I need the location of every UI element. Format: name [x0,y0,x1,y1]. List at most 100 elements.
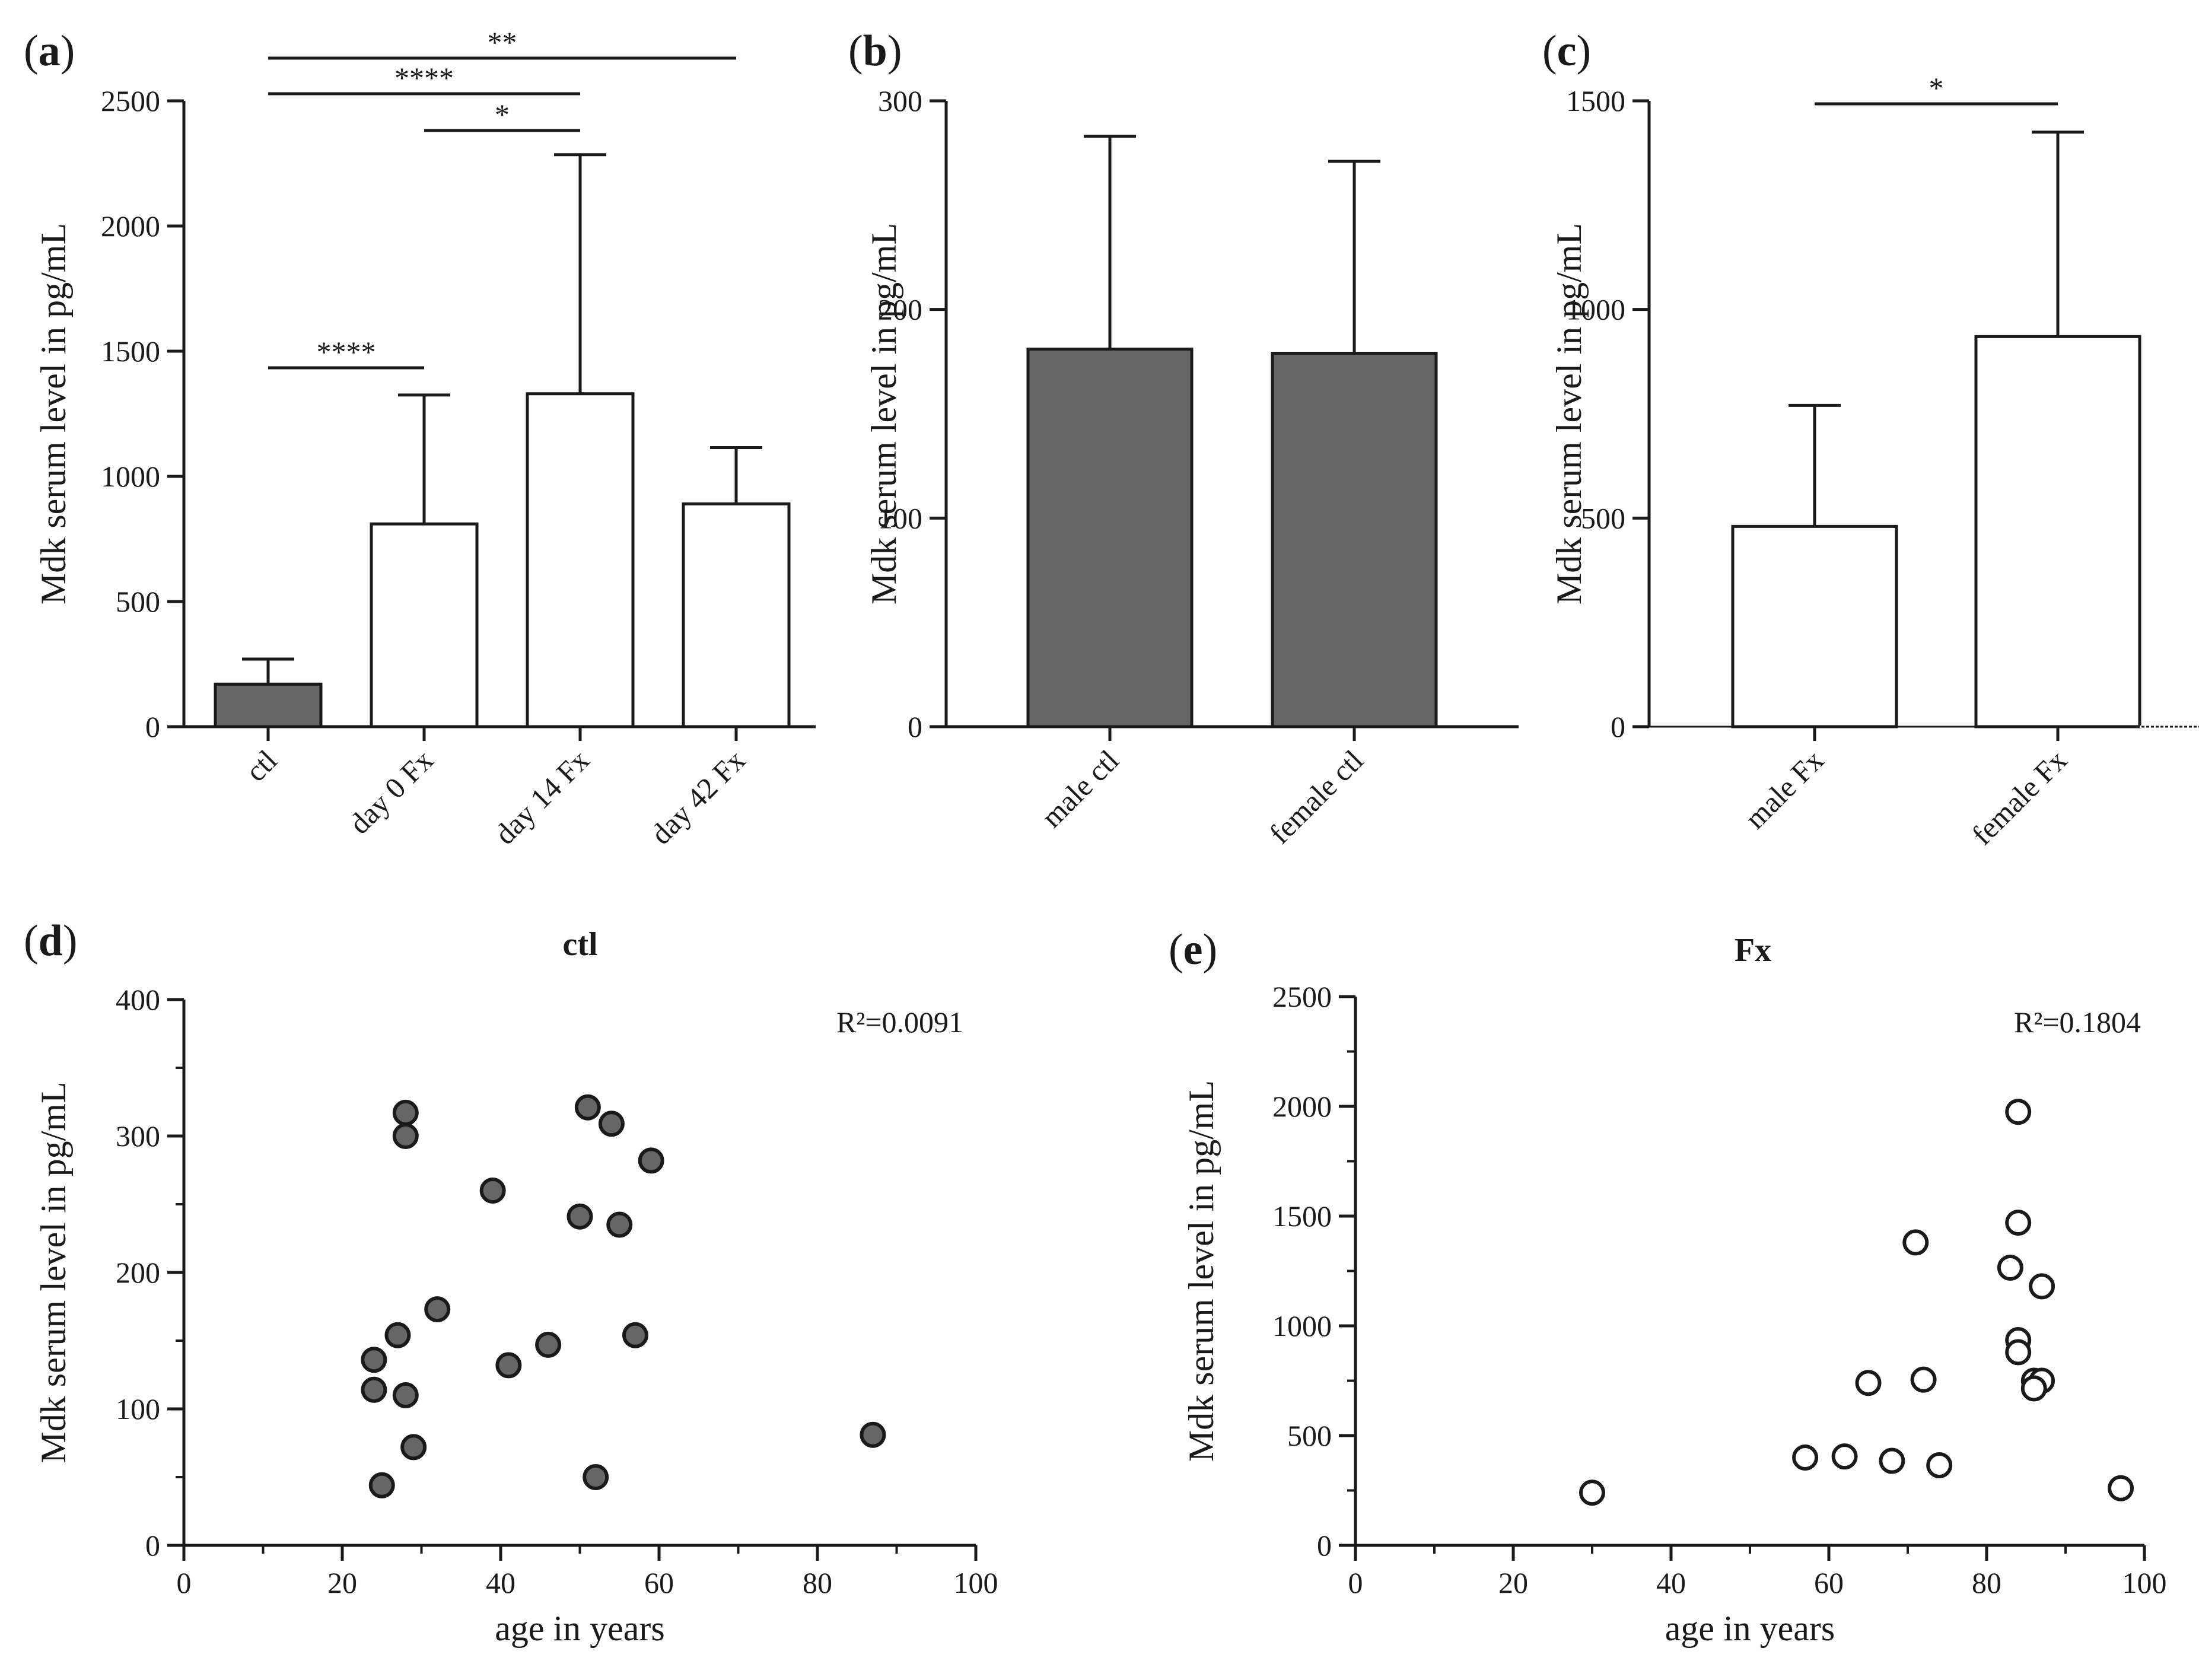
bar-1 [1974,335,2141,728]
bar-1 [1271,352,1438,728]
y-tick-label-1: 100 [116,1392,160,1426]
y-tick-label-0: 0 [145,1529,160,1562]
y-tick-label-3: 300 [878,84,922,117]
y-tick-label-3: 1500 [101,335,160,368]
data-point-2 [574,1094,601,1121]
panel-e: 0 500 1000 1500 2000 2500 0 20 40 60 80 100 Fx age in… [1182,932,2167,1648]
y-tick-label-4: 2000 [1272,1090,1332,1123]
plot-title: ctl [562,926,597,963]
data-point-5 [479,1178,506,1204]
significance-label-0: * [1929,71,1944,104]
plot-title: Fx [1735,932,1771,969]
r-squared-annotation: R²=0.0091 [836,1006,963,1039]
data-point-0 [2005,1099,2032,1125]
x-tick-label-2: day 14 Fx [488,743,596,851]
y-axis-title: Mdk serum level in pg/mL [1182,1080,1221,1462]
bar-0 [214,682,323,728]
y-tick-label-3: 1500 [1566,84,1625,117]
bar-2 [526,392,635,728]
y-tick-label-0: 0 [1611,710,1625,743]
x-tick-label-1: 20 [327,1566,357,1599]
data-point-13 [1831,1443,1858,1470]
data-point-9 [384,1322,411,1348]
panel-label-c: (c) [1542,27,1591,75]
y-tick-label-4: 2000 [101,209,160,243]
panel-label-a: (a) [24,27,75,75]
data-point-2 [1902,1229,1929,1256]
x-tick-label-3: 60 [644,1566,674,1599]
y-tick-label-2: 1000 [1272,1309,1332,1342]
x-tick-label-1: female ctl [1263,743,1370,850]
x-tick-label-1: female Fx [1965,743,2073,851]
panel-label-b: (b) [848,27,902,75]
y-axis-title: Mdk serum level in pg/mL [1549,223,1589,604]
data-point-19 [368,1472,395,1498]
panel-d: 0 100 200 300 400 0 20 40 60 80 100 ctl age in years… [34,926,998,1648]
data-point-6 [2005,1339,2032,1366]
data-point-11 [535,1331,562,1358]
y-tick-label-1: 500 [1581,501,1625,534]
y-tick-label-2: 1000 [101,460,160,493]
significance-label-0: ** [488,26,517,59]
y-tick-label-0: 0 [908,710,922,743]
x-tick-label-1: 20 [1498,1566,1528,1599]
data-point-14 [361,1376,387,1403]
x-tick-label-4: 80 [803,1566,832,1599]
x-tick-label-0: male ctl [1035,743,1125,833]
data-point-4 [2029,1273,2055,1300]
x-tick-label-0: 0 [177,1566,192,1599]
data-point-15 [392,1382,419,1408]
y-tick-label-0: 0 [145,710,160,743]
x-axis-title: age in years [1665,1609,1835,1648]
bar-0 [1026,347,1194,728]
x-tick-label-5: 100 [2122,1566,2167,1599]
data-point-16 [1579,1479,1605,1506]
data-point-15 [1926,1452,1953,1478]
y-tick-label-3: 300 [116,1119,160,1153]
x-tick-label-2: 40 [486,1566,515,1599]
data-point-6 [567,1203,593,1230]
x-tick-label-3: 60 [1814,1566,1844,1599]
significance-label-2: * [495,98,510,131]
data-point-3 [1997,1254,2023,1281]
x-tick-label-0: ctl [239,743,284,788]
panel-a: 0 500 1000 1500 2000 2500 ctl day 0 Fx day 14 Fx… [34,26,816,851]
x-tick-label-3: day 42 Fx [644,743,752,851]
y-axis-title: Mdk serum level in pg/mL [864,223,903,604]
y-tick-label-5: 2500 [1272,980,1332,1013]
y-tick-label-1: 500 [116,585,160,618]
data-point-10 [622,1322,648,1348]
data-point-1 [392,1123,419,1149]
x-tick-label-5: 100 [954,1566,998,1599]
bar-3 [682,502,791,728]
data-point-4 [638,1147,664,1174]
bar-1 [370,522,479,728]
data-point-17 [2108,1475,2134,1501]
significance-label-3: **** [317,335,376,368]
data-point-8 [424,1296,451,1323]
y-tick-label-1: 500 [1287,1419,1332,1452]
r-squared-annotation: R²=0.1804 [2014,1006,2141,1039]
y-tick-label-0: 0 [1317,1529,1332,1562]
x-tick-label-0: male Fx [1738,743,1829,835]
x-tick-label-2: 40 [1656,1566,1686,1599]
x-axis-title: age in years [495,1609,665,1648]
data-point-18 [583,1464,609,1490]
y-axis-title: Mdk serum level in pg/mL [34,1081,73,1463]
data-point-0 [392,1099,419,1126]
x-tick-label-0: 0 [1348,1566,1363,1599]
y-tick-label-3: 1500 [1272,1199,1332,1233]
x-tick-label-1: day 0 Fx [342,743,439,840]
y-tick-label-2: 200 [878,293,922,326]
y-axis-title: Mdk serum level in pg/mL [34,223,73,604]
data-point-12 [1792,1444,1819,1471]
y-tick-label-4: 400 [116,983,160,1016]
data-point-11 [2020,1375,2047,1402]
data-point-7 [1855,1370,1882,1396]
significance-label-1: **** [394,61,454,94]
data-point-17 [400,1434,427,1461]
data-point-7 [606,1211,633,1238]
panel-b: 0 100 200 300 male ctl female ctl Mdk serum le… [864,84,1519,850]
data-point-12 [361,1347,387,1373]
